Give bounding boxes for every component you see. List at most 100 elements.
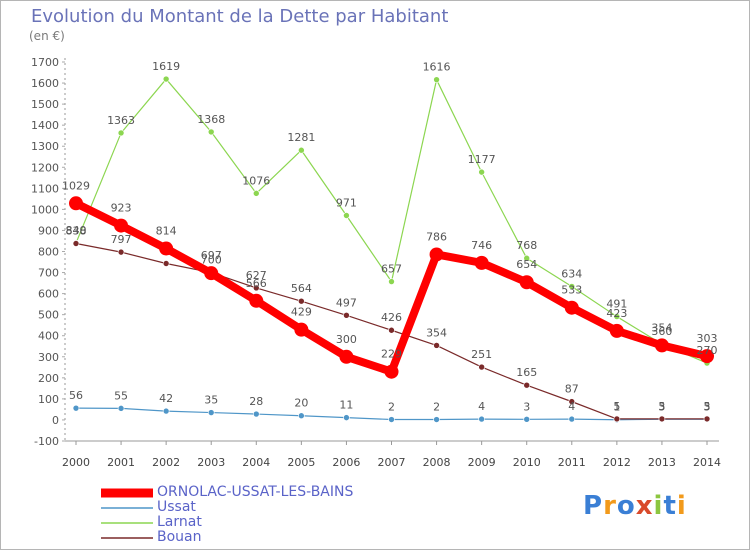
- data-label-bouan: 497: [336, 296, 357, 309]
- legend-label-bouan: Bouan: [157, 529, 202, 545]
- logo-letter: P: [583, 491, 604, 521]
- y-tick-label: 1200: [31, 161, 59, 174]
- data-point-ornolac: [564, 300, 579, 315]
- data-label-ussat: 3: [658, 400, 665, 413]
- data-label-larnat: 491: [606, 298, 627, 311]
- legend-item: Larnat: [101, 515, 353, 530]
- data-label-larnat: 657: [381, 263, 402, 276]
- data-label-ussat: 20: [294, 397, 308, 410]
- x-tick-label: 2014: [693, 456, 721, 469]
- data-label-ornolac: 533: [561, 284, 582, 297]
- data-label-larnat: 768: [516, 239, 537, 252]
- data-label-ornolac: 746: [471, 239, 492, 252]
- data-point-bouan: [343, 311, 350, 319]
- data-point-bouan: [388, 326, 395, 334]
- data-point-bouan: [478, 363, 485, 371]
- data-label-larnat: 1363: [107, 114, 135, 127]
- data-point-ussat: [343, 414, 350, 421]
- x-tick-label: 2004: [242, 456, 270, 469]
- data-point-bouan: [568, 398, 576, 405]
- legend-swatch-bouan: [101, 537, 153, 539]
- data-point-bouan: [703, 415, 711, 423]
- data-point-ornolac: [69, 196, 83, 211]
- data-label-ornolac: 354: [651, 321, 672, 334]
- data-point-larnat: [388, 278, 395, 285]
- logo-letter: i: [676, 491, 687, 521]
- data-label-larnat: 360: [651, 325, 672, 338]
- data-point-bouan: [117, 248, 125, 256]
- data-label-ussat: 28: [249, 395, 263, 408]
- x-tick-label: 2000: [62, 456, 90, 469]
- legend-label-larnat: Larnat: [157, 514, 202, 530]
- data-point-ussat: [207, 409, 215, 416]
- data-label-ornolac: 814: [156, 225, 177, 238]
- data-label-bouan: 700: [201, 254, 222, 267]
- x-tick-label: 2009: [468, 456, 496, 469]
- data-label-ornolac: 300: [336, 333, 357, 346]
- x-tick-label: 2011: [558, 456, 586, 469]
- data-labels-layer: 840 1363 1619 1368 1076 1281 971 657 1616 1177 768…: [62, 60, 718, 414]
- data-point-ornolac: [429, 247, 444, 262]
- data-point-ornolac: [609, 323, 624, 338]
- data-point-ussat: [72, 404, 80, 412]
- data-point-ussat: [388, 416, 395, 423]
- data-point-larnat: [162, 75, 170, 83]
- data-point-bouan: [658, 415, 666, 423]
- data-point-ussat: [298, 412, 305, 420]
- data-point-ussat: [523, 416, 531, 423]
- data-point-bouan: [162, 260, 170, 267]
- data-label-bouan: 426: [381, 311, 402, 324]
- data-label-bouan: 627: [246, 269, 267, 282]
- data-label-bouan: 87: [565, 383, 579, 396]
- legend: ORNOLAC-USSAT-LES-BAINS Ussat Larnat Bou…: [101, 485, 353, 545]
- data-label-bouan: 251: [471, 348, 492, 361]
- data-point-larnat: [478, 168, 485, 176]
- y-tick-label: 1600: [31, 77, 59, 90]
- legend-label-ornolac: ORNOLAC-USSAT-LES-BAINS: [157, 484, 354, 500]
- y-tick-label: 600: [38, 288, 59, 301]
- data-label-bouan: 5: [658, 400, 665, 413]
- legend-swatch-ornolac: [101, 488, 153, 498]
- logo-letter: o: [616, 491, 636, 521]
- y-tick-label: 1000: [31, 203, 59, 216]
- data-point-ussat: [117, 405, 125, 412]
- data-label-ornolac: 303: [697, 332, 718, 345]
- data-label-bouan: 5: [613, 400, 620, 413]
- legend-item: ORNOLAC-USSAT-LES-BAINS: [101, 485, 353, 500]
- data-label-larnat: 634: [561, 267, 582, 280]
- y-tick-label: 100: [38, 393, 59, 406]
- series-layer: [69, 75, 714, 424]
- data-point-ussat: [252, 410, 260, 418]
- data-label-ussat: 2: [388, 401, 395, 414]
- data-label-ornolac: 229: [381, 348, 402, 361]
- logo-letter: r: [603, 491, 617, 521]
- chart-axes: -100 0 100 200 300 400 500 600 700 800 900 1000 1100…: [31, 56, 721, 469]
- data-label-larnat: 1368: [197, 113, 225, 126]
- data-label-ornolac: 1029: [62, 179, 90, 192]
- data-point-larnat: [117, 129, 125, 137]
- x-tick-label: 2010: [513, 456, 541, 469]
- y-tick-label: 700: [38, 267, 59, 280]
- y-tick-label: -100: [34, 435, 59, 448]
- data-point-larnat: [433, 76, 440, 83]
- chart-title: Evolution du Montant de la Dette par Hab…: [31, 6, 449, 27]
- data-point-larnat: [298, 146, 305, 154]
- data-label-bouan: 838: [66, 224, 87, 237]
- x-tick-label: 2007: [378, 456, 406, 469]
- data-label-ornolac: 654: [516, 258, 537, 271]
- data-label-ornolac: 423: [606, 307, 627, 320]
- data-label-ussat: 56: [69, 389, 83, 402]
- x-tick-label: 2012: [603, 456, 631, 469]
- data-label-ussat: 3: [704, 400, 711, 413]
- data-point-ornolac: [159, 241, 174, 256]
- data-label-bouan: 797: [111, 233, 132, 246]
- y-tick-label: 500: [38, 309, 59, 322]
- data-label-larnat: 1619: [152, 60, 180, 73]
- data-label-larnat: 1177: [468, 153, 496, 166]
- data-point-ussat: [433, 416, 440, 423]
- y-tick-label: 900: [38, 224, 59, 237]
- data-point-bouan: [252, 284, 260, 292]
- data-point-bouan: [613, 415, 621, 423]
- data-point-bouan: [298, 297, 305, 305]
